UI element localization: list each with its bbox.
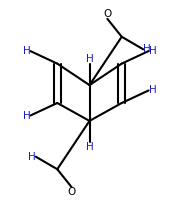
Text: H: H [23, 111, 30, 121]
Text: O: O [103, 9, 112, 19]
Text: O: O [67, 187, 76, 197]
Text: H: H [86, 142, 93, 152]
Text: H: H [23, 46, 30, 56]
Text: H: H [143, 44, 151, 54]
Text: H: H [149, 46, 156, 56]
Text: H: H [86, 54, 93, 64]
Text: H: H [28, 152, 36, 162]
Text: H: H [149, 85, 156, 95]
